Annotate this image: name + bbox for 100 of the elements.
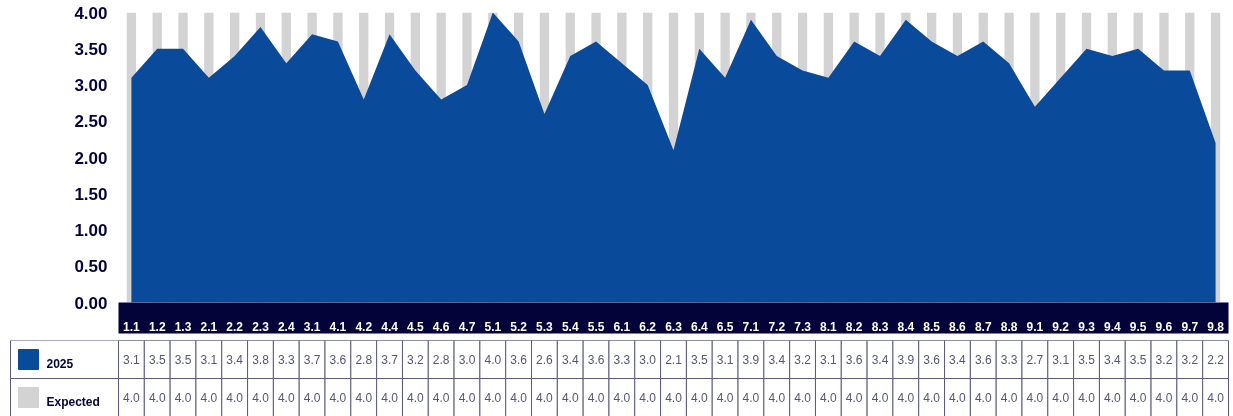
data-label: 4.0 — [665, 391, 683, 405]
data-label: 3.4 — [226, 353, 244, 367]
data-label: 4.0 — [561, 391, 579, 405]
data-label: 4.0 — [303, 391, 321, 405]
x-tick-label: 7.2 — [768, 319, 786, 334]
data-label: 4.0 — [1078, 391, 1096, 405]
data-label: 4.0 — [1155, 391, 1173, 405]
data-label: 3.2 — [1181, 353, 1199, 367]
data-label: 3.3 — [613, 353, 631, 367]
data-label: 4.0 — [794, 391, 812, 405]
x-tick-label: 7.1 — [742, 319, 760, 334]
data-label: 3.4 — [768, 353, 786, 367]
x-tick-label: 2.1 — [200, 319, 218, 334]
x-tick-label: 4.2 — [355, 319, 373, 334]
x-tick-label: 8.1 — [820, 319, 838, 334]
x-tick-label: 5.3 — [536, 319, 554, 334]
data-label: 4.0 — [587, 391, 605, 405]
x-tick-label: 5.5 — [587, 319, 605, 334]
x-tick-label: 8.3 — [871, 319, 889, 334]
data-label: 4.0 — [742, 391, 760, 405]
data-label: 4.0 — [484, 353, 502, 367]
data-label: 3.6 — [329, 353, 347, 367]
x-tick-label: 9.8 — [1207, 319, 1225, 334]
data-label: 3.6 — [845, 353, 863, 367]
data-label: 4.0 — [768, 391, 786, 405]
data-label: 3.0 — [458, 353, 476, 367]
data-label: 2.2 — [1207, 353, 1225, 367]
x-tick-label: 9.7 — [1181, 319, 1199, 334]
data-label: 4.0 — [174, 391, 192, 405]
data-label: 3.1 — [820, 353, 838, 367]
data-label: 4.0 — [226, 391, 244, 405]
x-tick-label: 8.7 — [974, 319, 992, 334]
data-label: 4.0 — [1052, 391, 1070, 405]
data-label: 4.0 — [252, 391, 270, 405]
x-tick-label: 9.3 — [1078, 319, 1096, 334]
x-tick-label: 8.6 — [949, 319, 967, 334]
x-tick-label: 9.4 — [1104, 319, 1121, 334]
data-label: 3.2 — [1155, 353, 1173, 367]
x-tick-label: 8.8 — [1000, 319, 1018, 334]
y-tick-label: 1.50 — [74, 184, 108, 204]
data-label: 3.5 — [174, 353, 192, 367]
data-label: 3.9 — [742, 353, 760, 367]
data-label: 2.7 — [1026, 353, 1044, 367]
x-tick-label: 4.6 — [432, 319, 450, 334]
x-tick-label: 9.1 — [1026, 319, 1044, 334]
x-tick-label: 3.1 — [303, 319, 321, 334]
data-label: 3.1 — [123, 353, 141, 367]
data-label: 4.0 — [200, 391, 218, 405]
data-label: 3.5 — [148, 353, 166, 367]
legend-label: Expected — [46, 394, 100, 409]
y-tick-label: 1.00 — [74, 221, 108, 240]
data-label: 3.6 — [923, 353, 941, 367]
data-label: 3.6 — [587, 353, 605, 367]
x-tick-label: 5.4 — [561, 319, 579, 334]
data-label: 3.3 — [277, 353, 295, 367]
data-label: 3.9 — [897, 353, 915, 367]
data-label: 3.3 — [1000, 353, 1018, 367]
data-label: 4.0 — [329, 391, 347, 405]
x-tick-label: 5.1 — [484, 319, 502, 334]
data-label: 2.6 — [536, 353, 554, 367]
data-label: 3.2 — [794, 353, 812, 367]
data-label: 4.0 — [277, 391, 295, 405]
data-label: 3.1 — [1052, 353, 1070, 367]
y-tick-label: 0.00 — [74, 293, 108, 313]
x-tick-label: 6.5 — [716, 319, 734, 334]
x-tick-label: 7.3 — [794, 319, 812, 334]
x-tick-label: 9.2 — [1052, 319, 1070, 334]
data-label: 4.0 — [407, 391, 425, 405]
data-label: 4.0 — [1000, 391, 1018, 405]
data-label: 4.0 — [355, 391, 373, 405]
data-label: 3.5 — [690, 353, 708, 367]
x-tick-label: 4.1 — [329, 319, 347, 334]
data-label: 3.6 — [510, 353, 528, 367]
y-tick-label: 4.00 — [74, 3, 108, 23]
data-label: 4.0 — [613, 391, 631, 405]
data-label: 2.8 — [432, 353, 450, 367]
x-tick-label: 2.4 — [277, 319, 295, 334]
data-label: 4.0 — [820, 391, 838, 405]
data-label: 4.0 — [381, 391, 399, 405]
data-label: 4.0 — [716, 391, 734, 405]
data-label: 3.1 — [200, 353, 218, 367]
x-tick-label: 4.5 — [407, 319, 425, 334]
data-label: 3.5 — [1129, 353, 1147, 367]
x-tick-label: 8.4 — [897, 319, 915, 334]
y-tick-label: 2.00 — [74, 148, 108, 168]
data-label: 2.8 — [355, 353, 373, 367]
x-tick-label: 8.5 — [923, 319, 941, 334]
data-label: 4.0 — [897, 391, 915, 405]
data-label: 4.0 — [148, 391, 166, 405]
x-tick-label: 6.3 — [665, 319, 683, 334]
data-label: 3.0 — [639, 353, 657, 367]
data-label: 2.1 — [665, 353, 683, 367]
data-label: 3.7 — [381, 353, 399, 367]
x-tick-label: 9.5 — [1129, 319, 1147, 334]
data-label: 4.0 — [1129, 391, 1147, 405]
data-label: 4.0 — [484, 391, 502, 405]
data-label: 4.0 — [871, 391, 889, 405]
x-tick-label: 8.2 — [845, 319, 863, 334]
x-tick-label: 6.2 — [639, 319, 657, 334]
data-label: 3.8 — [252, 353, 270, 367]
